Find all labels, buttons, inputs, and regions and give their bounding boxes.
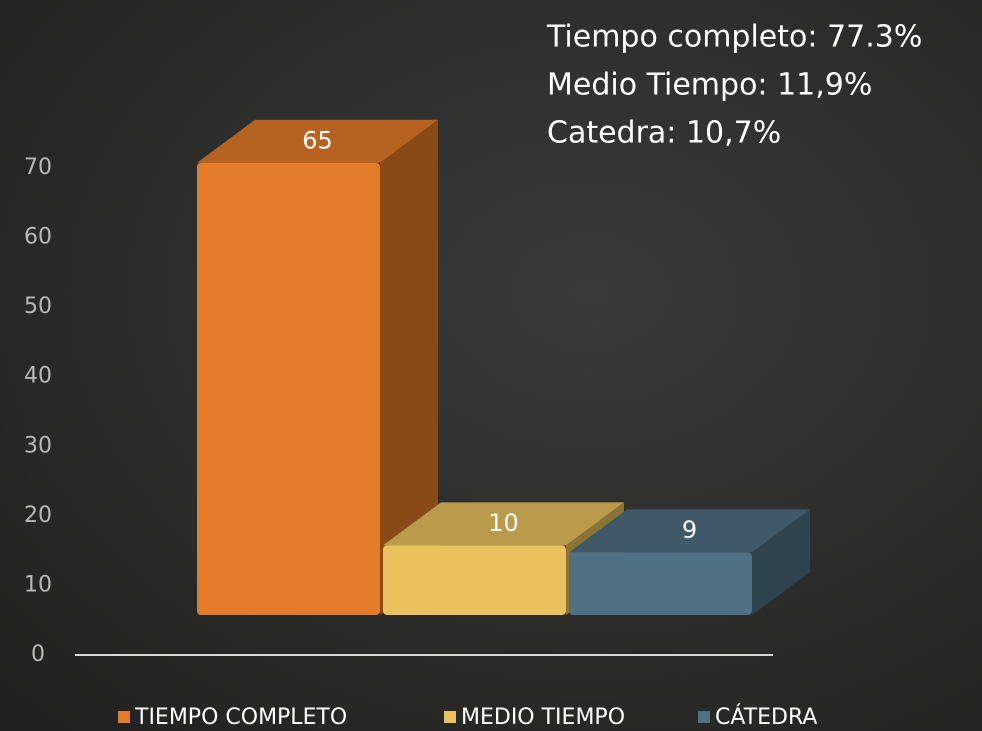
chart: Tiempo completo: 77.3% Medio Tiempo: 11,9…: [0, 0, 982, 731]
y-tick-label: 70: [24, 155, 52, 180]
value-label: 65: [302, 126, 333, 154]
legend-swatch: [444, 711, 456, 723]
background: [0, 0, 982, 731]
y-tick-label: 20: [24, 503, 52, 528]
value-label: 10: [488, 509, 519, 537]
y-tick-label: 10: [24, 572, 52, 597]
page: Tiempo completo: 77.3% Medio Tiempo: 11,9…: [0, 0, 982, 731]
y-tick-label: 50: [24, 294, 52, 319]
legend-swatch: [698, 711, 710, 723]
legend-label: TIEMPO COMPLETO: [134, 705, 347, 730]
bar: [197, 163, 380, 615]
y-tick-label: 40: [24, 364, 52, 389]
bar: [569, 552, 752, 615]
annotation: Tiempo completo: 77.3%: [546, 20, 922, 55]
annotation: Medio Tiempo: 11,9%: [547, 68, 872, 103]
legend-label: CÁTEDRA: [715, 704, 817, 730]
value-label: 9: [682, 516, 697, 544]
y-tick-label: 60: [24, 225, 52, 250]
legend-label: MEDIO TIEMPO: [461, 705, 625, 730]
y-tick-label: 0: [31, 642, 45, 667]
legend-swatch: [118, 711, 130, 723]
bar: [383, 545, 566, 615]
y-tick-label: 30: [24, 433, 52, 458]
annotation: Catedra: 10,7%: [547, 116, 781, 151]
